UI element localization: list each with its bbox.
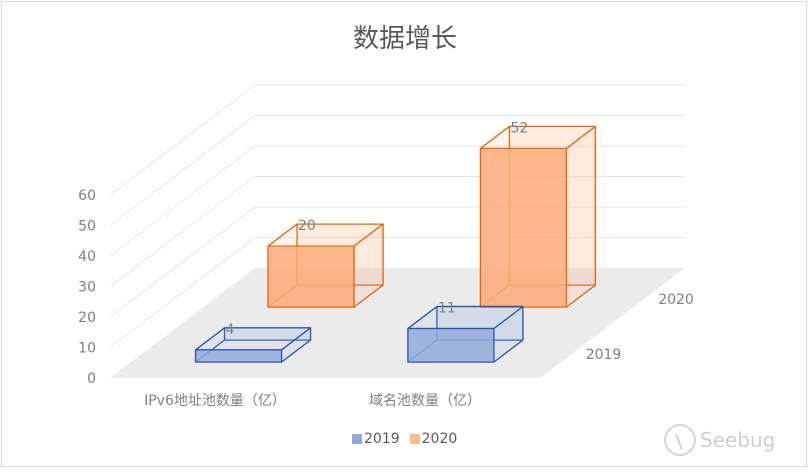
legend-swatch (352, 434, 362, 444)
y-tick-label: 40 (78, 249, 96, 265)
legend: 2019 2020 (352, 431, 457, 447)
watermark-text: Seebug (700, 428, 776, 452)
seebug-watermark: Seebug (664, 424, 775, 456)
legend-swatch (409, 434, 420, 444)
bar-2020-0 (267, 223, 384, 308)
legend-item-2020: 2020 (409, 431, 458, 447)
y-tick-label: 60 (78, 188, 96, 204)
gridline (109, 115, 685, 226)
y-tick-label: 0 (87, 371, 96, 387)
bar-2019-1 (407, 305, 524, 363)
legend-label: 2019 (364, 431, 400, 447)
data-label: 4 (226, 322, 235, 338)
gridline (109, 145, 685, 257)
series-axis-label: 2019 (586, 347, 622, 363)
bar-front-face (479, 147, 568, 308)
bar-front-face (267, 245, 355, 308)
bar-2020-1 (479, 125, 597, 308)
y-tick-label: 50 (78, 219, 96, 235)
data-label: 20 (298, 218, 316, 234)
seebug-logo-icon (664, 424, 696, 456)
bar-front-face (407, 327, 495, 363)
chart-title: 数据增长 (353, 24, 457, 54)
legend-item-2019: 2019 (352, 431, 400, 447)
bar-right-face (565, 125, 597, 308)
y-tick-label: 30 (78, 280, 96, 296)
bar-front-face (194, 349, 283, 363)
gridline (109, 84, 685, 196)
legend-label: 2020 (421, 431, 458, 447)
y-tick-label: 10 (78, 341, 96, 357)
category-label: 域名池数量（亿） (369, 393, 481, 409)
data-label: 11 (438, 301, 456, 317)
category-label: IPv6地址池数量（亿） (144, 393, 286, 409)
series-axis-label: 2020 (658, 292, 694, 308)
bar-2019-0 (194, 327, 312, 363)
data-label: 52 (510, 120, 528, 136)
y-tick-label: 20 (78, 310, 96, 326)
